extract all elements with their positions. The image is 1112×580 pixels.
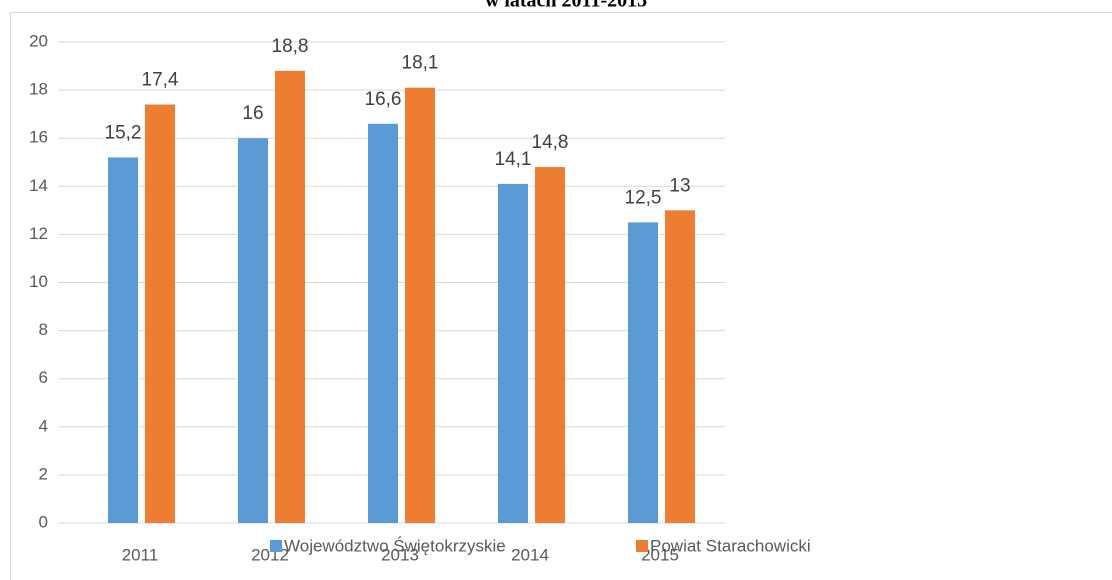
x-tick-label: 2013 <box>381 545 419 564</box>
y-tick-label: 4 <box>39 416 48 435</box>
value-label: 15,2 <box>105 122 142 143</box>
value-label: 14,1 <box>495 149 532 170</box>
bar <box>145 104 175 523</box>
y-tick-label: 16 <box>29 128 48 147</box>
bar <box>498 183 528 523</box>
x-tick-label: 2015 <box>641 545 679 564</box>
y-tick-label: 18 <box>29 80 48 99</box>
bar <box>275 70 305 524</box>
y-tick-label: 20 <box>29 31 48 50</box>
y-tick-label: 8 <box>39 320 48 339</box>
chart-border <box>10 12 1112 580</box>
value-label: 16 <box>242 103 263 124</box>
legend-label: Województwo Świętokrzyskie <box>284 536 506 555</box>
chart-title: w latach 2011-2015 <box>485 0 647 12</box>
value-label: 16,6 <box>365 89 402 110</box>
x-tick-label: 2014 <box>511 545 549 564</box>
bar <box>628 222 658 523</box>
bar <box>108 157 138 523</box>
y-tick-label: 10 <box>29 272 48 291</box>
y-tick-label: 2 <box>39 464 48 483</box>
value-label: 18,8 <box>272 36 309 57</box>
y-tick-label: 12 <box>29 224 48 243</box>
value-label: 12,5 <box>625 187 662 208</box>
bar <box>535 167 565 523</box>
legend-label: Powiat Starachowicki <box>650 536 811 555</box>
bar <box>238 138 268 523</box>
y-tick-label: 6 <box>39 368 48 387</box>
value-label: 14,8 <box>532 132 569 153</box>
bar <box>665 210 695 523</box>
legend-swatch <box>270 540 282 552</box>
value-label: 17,4 <box>142 70 179 91</box>
legend-swatch <box>636 540 648 552</box>
y-tick-label: 0 <box>39 512 48 531</box>
bar <box>405 87 435 523</box>
y-tick-label: 14 <box>29 176 48 195</box>
bar <box>368 123 398 524</box>
value-label: 18,1 <box>402 53 439 74</box>
x-tick-label: 2011 <box>122 545 159 564</box>
value-label: 13 <box>669 175 690 196</box>
